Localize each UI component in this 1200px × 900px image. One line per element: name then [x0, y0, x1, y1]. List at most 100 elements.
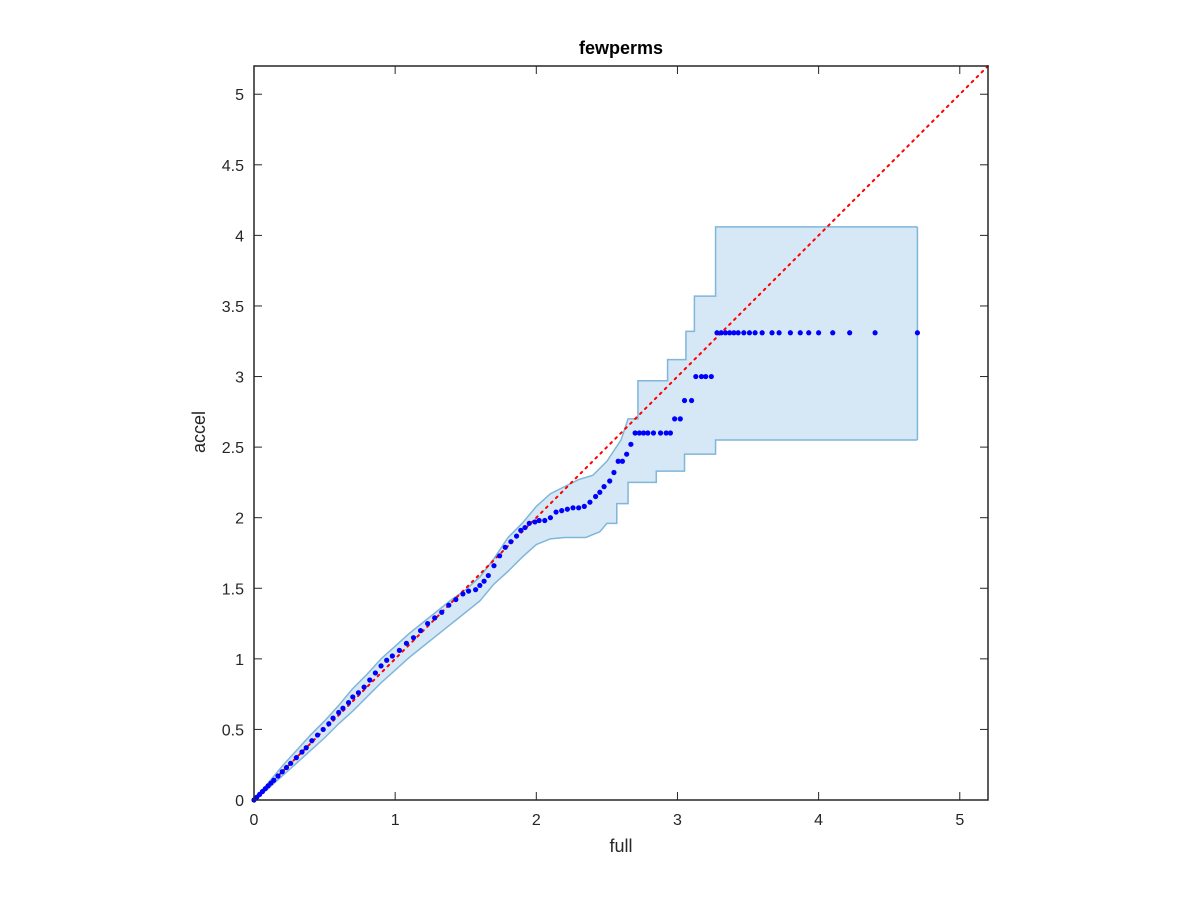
data-point	[547, 515, 554, 521]
y-tick-label: 1	[235, 652, 244, 669]
data-point	[330, 715, 336, 721]
data-point	[477, 582, 483, 589]
data-point	[657, 430, 664, 436]
data-point	[636, 430, 642, 436]
data-point	[628, 441, 634, 447]
data-point	[615, 458, 621, 464]
data-point	[559, 508, 565, 514]
data-point	[481, 578, 487, 584]
data-point	[632, 430, 638, 436]
data-point	[553, 509, 559, 515]
data-point	[776, 330, 782, 336]
data-point	[518, 527, 524, 533]
x-tick-label: 0	[250, 812, 259, 829]
data-point	[502, 544, 508, 550]
data-point	[681, 397, 688, 404]
data-point	[396, 647, 402, 653]
data-point	[797, 330, 803, 336]
confidence-band-lower-edge	[253, 439, 918, 801]
plot-area: 0 1 2 3 4 5 0 0.5 1 1.5 2 2.5 3 3.5 4 4.5 5	[222, 65, 989, 829]
y-tick-label: 4	[235, 228, 244, 245]
data-point	[497, 553, 503, 559]
data-point	[542, 517, 548, 524]
data-point	[389, 653, 395, 659]
y-tick-label: 3	[235, 370, 244, 387]
data-point	[688, 397, 695, 404]
data-point	[872, 330, 878, 336]
data-point	[271, 777, 277, 783]
data-point	[293, 755, 299, 761]
data-point	[326, 721, 332, 727]
data-point	[830, 330, 836, 336]
data-point	[417, 628, 424, 634]
data-point	[446, 602, 452, 608]
data-point	[663, 430, 669, 436]
data-point	[432, 615, 438, 621]
y-tick-label: 3.5	[222, 299, 244, 316]
data-point	[283, 764, 290, 771]
data-point	[576, 505, 582, 511]
data-point	[532, 519, 538, 525]
data-point	[847, 330, 853, 336]
data-point	[718, 330, 724, 336]
data-point	[522, 524, 528, 531]
data-point	[279, 769, 285, 775]
data-point	[275, 773, 281, 779]
reference-line	[253, 65, 989, 801]
data-point	[698, 373, 705, 380]
data-point	[485, 572, 491, 579]
data-point	[703, 373, 709, 380]
data-point	[439, 609, 445, 615]
data-point	[619, 458, 626, 464]
data-point	[425, 620, 431, 627]
confidence-band-upper-edge	[253, 226, 918, 801]
chart-title: fewperms	[579, 38, 663, 58]
data-point	[672, 416, 678, 422]
x-tick-label: 3	[673, 812, 682, 829]
data-point	[601, 484, 607, 490]
data-point	[513, 533, 520, 539]
data-point	[361, 684, 367, 690]
data-point	[410, 635, 417, 641]
data-point	[460, 591, 466, 597]
data-point	[345, 700, 352, 706]
data-point	[741, 330, 747, 336]
data-point	[607, 478, 613, 484]
data-point	[714, 330, 720, 336]
data-point	[722, 330, 729, 336]
data-point	[746, 330, 753, 336]
data-point	[667, 430, 674, 436]
data-point	[303, 745, 309, 751]
data-point	[453, 596, 459, 603]
y-tick-label: 4.5	[222, 158, 244, 175]
data-point	[340, 705, 346, 711]
data-point	[384, 657, 390, 663]
data-point	[597, 489, 603, 495]
confidence-band-fill	[254, 226, 918, 800]
data-point	[570, 505, 576, 511]
x-axis-label: full	[609, 836, 632, 856]
data-point	[491, 563, 497, 569]
data-point	[536, 517, 542, 524]
x-tick-label: 5	[955, 812, 964, 829]
y-tick-label: 5	[235, 87, 244, 104]
data-point	[592, 493, 599, 500]
x-tick-label: 4	[814, 812, 823, 829]
y-tick-label: 2.5	[222, 440, 244, 457]
x-tick-label: 2	[532, 812, 541, 829]
axes-box	[253, 65, 989, 801]
data-point	[372, 670, 378, 676]
data-point	[806, 330, 812, 336]
data-point	[769, 330, 775, 336]
data-point	[581, 503, 587, 509]
data-point	[508, 539, 514, 545]
y-tick-label: 0.5	[222, 722, 244, 739]
data-point	[708, 373, 714, 380]
data-point	[650, 430, 657, 436]
data-point	[288, 760, 294, 766]
data-point	[731, 330, 737, 336]
y-tick-label: 1.5	[222, 581, 244, 598]
data-point	[320, 726, 326, 733]
data-point	[350, 694, 356, 700]
